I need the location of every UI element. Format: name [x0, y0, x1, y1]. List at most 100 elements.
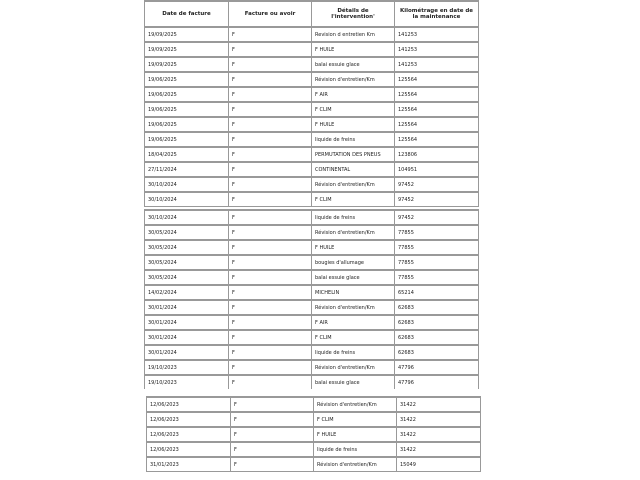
- cell-details: Révision d'entretien/Km: [311, 176, 395, 193]
- cell-details: Révision d'entretien/Km: [313, 396, 397, 413]
- table-header: Date de facture Facture ou avoir Détails…: [144, 0, 479, 28]
- cell-type: F: [228, 314, 312, 331]
- cell-mileage: 104951: [394, 161, 479, 178]
- cell-details: liquide de freins: [311, 209, 395, 226]
- table-row: 30/10/2024 F F CLIM 97452: [144, 191, 479, 207]
- maintenance-table-part-1: Date de facture Facture ou avoir Détails…: [144, 0, 479, 207]
- cell-details: CONTINENTAL: [311, 161, 395, 178]
- cell-date: 31/01/2023: [146, 456, 231, 472]
- cell-date: 30/05/2024: [144, 254, 229, 271]
- table-row: 30/01/2024 F F CLIM 62683: [144, 329, 479, 346]
- cell-type: F: [228, 209, 312, 226]
- cell-mileage: 97452: [394, 209, 479, 226]
- cell-mileage: 77855: [394, 239, 479, 256]
- cell-type: F: [228, 344, 312, 361]
- cell-type: F: [228, 131, 312, 148]
- cell-details: F AIR: [311, 86, 395, 103]
- cell-type: F: [228, 299, 312, 316]
- cell-mileage: 77855: [394, 254, 479, 271]
- cell-date: 30/01/2024: [144, 329, 229, 346]
- cell-type: F: [228, 176, 312, 193]
- table-row: 19/06/2025 F F AIR 125564: [144, 86, 479, 103]
- cell-details: F HUILE: [311, 116, 395, 133]
- table-row: 19/09/2025 F Revision d entretien Km 141253: [144, 26, 479, 43]
- cell-mileage: 62683: [394, 299, 479, 316]
- header-date: Date de facture: [144, 0, 229, 28]
- cell-date: 30/05/2024: [144, 224, 229, 241]
- cell-details: balai essuie glace: [311, 269, 395, 286]
- table-row: 12/06/2023 F Révision d'entretien/Km 31422: [146, 396, 481, 413]
- cell-mileage: 31422: [396, 426, 481, 443]
- cell-mileage: 31422: [396, 396, 481, 413]
- cell-mileage: 125564: [394, 116, 479, 133]
- table-row: 12/06/2023 F F HUILE 31422: [146, 426, 481, 443]
- table-row: 19/06/2025 F F HUILE 125564: [144, 116, 479, 133]
- cell-details: F CLIM: [311, 191, 395, 207]
- table-row: 30/10/2024 F Révision d'entretien/Km 97452: [144, 176, 479, 193]
- cell-date: 30/10/2024: [144, 191, 229, 207]
- cell-date: 30/10/2024: [144, 176, 229, 193]
- cell-type: F: [228, 41, 312, 58]
- cell-date: 19/06/2025: [144, 71, 229, 88]
- table-row: 18/04/2025 F PERMUTATION DES PNEUS 123806: [144, 146, 479, 163]
- cell-type: F: [228, 239, 312, 256]
- table-row: 30/01/2024 F Révision d'entretien/Km 62683: [144, 299, 479, 316]
- cell-type: F: [228, 254, 312, 271]
- cell-mileage: 31422: [396, 411, 481, 428]
- cell-date: 30/05/2024: [144, 239, 229, 256]
- cell-details: liquide de freins: [311, 344, 395, 361]
- cell-type: F: [228, 71, 312, 88]
- cell-type: F: [228, 329, 312, 346]
- cell-type: F: [228, 116, 312, 133]
- cell-details: Revision d entretien Km: [311, 26, 395, 43]
- cell-date: 19/06/2025: [144, 101, 229, 118]
- cell-date: 30/01/2024: [144, 314, 229, 331]
- cell-date: 30/01/2024: [144, 344, 229, 361]
- cell-date: 19/06/2025: [144, 116, 229, 133]
- cell-mileage: 65214: [394, 284, 479, 301]
- cell-details: F CLIM: [311, 101, 395, 118]
- cell-mileage: 141253: [394, 56, 479, 73]
- cell-type: F: [228, 284, 312, 301]
- cell-details: Révision d'entretien/Km: [313, 456, 397, 472]
- cell-details: Révision d'entretien/Km: [311, 359, 395, 376]
- cell-mileage: 31422: [396, 441, 481, 458]
- cell-date: 19/06/2025: [144, 86, 229, 103]
- cell-type: F: [228, 161, 312, 178]
- cell-details: F HUILE: [313, 426, 397, 443]
- cell-type: F: [230, 456, 314, 472]
- cell-details: Révision d'entretien/Km: [311, 299, 395, 316]
- cell-type: F: [230, 441, 314, 458]
- cell-mileage: 125564: [394, 131, 479, 148]
- cell-mileage: 77855: [394, 269, 479, 286]
- cell-details: balai essuie glace: [311, 56, 395, 73]
- cell-details: F CLIM: [311, 329, 395, 346]
- table-row: 27/11/2024 F CONTINENTAL 104951: [144, 161, 479, 178]
- cell-date: 30/10/2024: [144, 209, 229, 226]
- cell-mileage: 125564: [394, 71, 479, 88]
- table-row: 31/01/2023 F Révision d'entretien/Km 15049: [146, 456, 481, 472]
- cell-details: F HUILE: [311, 239, 395, 256]
- cell-details: balai essuie glace: [311, 374, 395, 389]
- cell-date: 19/06/2025: [144, 131, 229, 148]
- cell-date: 19/09/2025: [144, 56, 229, 73]
- cell-mileage: 141253: [394, 26, 479, 43]
- cell-details: F CLIM: [313, 411, 397, 428]
- cell-type: F: [228, 374, 312, 389]
- table-row: 19/09/2025 F F HUILE 141253: [144, 41, 479, 58]
- table-row: 19/10/2023 F Révision d'entretien/Km 47796: [144, 359, 479, 376]
- cell-type: F: [228, 269, 312, 286]
- cell-mileage: 141253: [394, 41, 479, 58]
- header-details: Détails de l'intervention': [311, 0, 395, 28]
- cell-details: MICHELIN: [311, 284, 395, 301]
- table-row: 19/06/2025 F Révision d'entretien/Km 125564: [144, 71, 479, 88]
- cell-date: 12/06/2023: [146, 426, 231, 443]
- cell-date: 12/06/2023: [146, 411, 231, 428]
- cell-date: 19/09/2025: [144, 41, 229, 58]
